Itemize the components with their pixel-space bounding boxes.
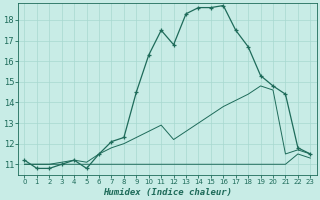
X-axis label: Humidex (Indice chaleur): Humidex (Indice chaleur) [103, 188, 232, 197]
